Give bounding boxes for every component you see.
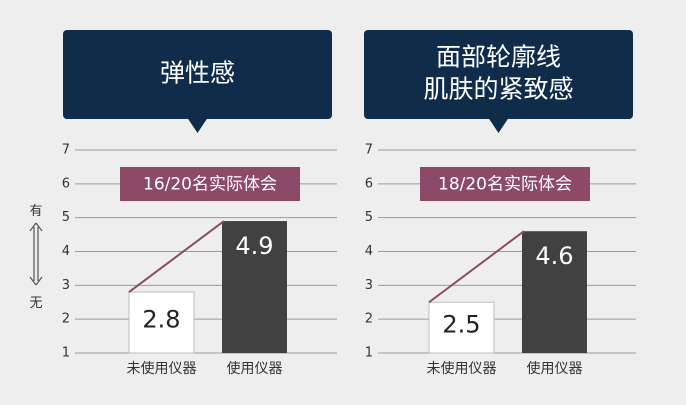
title-banner — [63, 30, 332, 119]
double-arrow-vertical-icon — [29, 222, 43, 286]
chart-panel-1: 弹性感 1 2 3 4 5 6 7 16/20名实际体会 2.8 未使用仪器 4.9 使用仪器 — [62, 30, 337, 377]
bar-value-label: 4.6 — [535, 242, 573, 270]
bar-with-device — [522, 231, 587, 353]
y-tick-label: 6 — [62, 176, 70, 191]
chart-title: 面部轮廓线肌肤的紧致感 — [423, 43, 573, 104]
y-tick-label: 5 — [365, 210, 373, 225]
y-tick-label: 2 — [365, 312, 373, 327]
title-banner-pointer — [187, 118, 208, 133]
chart-panel-2: 面部轮廓线肌肤的紧致感 1 2 3 4 5 6 7 18/20名实际体会 2.5 未使用仪器 4.6 使… — [364, 30, 636, 377]
y-tick-label: 4 — [365, 244, 373, 259]
respondents-badge — [120, 167, 300, 201]
x-category-label: 未使用仪器 — [427, 360, 497, 377]
chart-title: 弹性感 — [160, 59, 235, 88]
title-banner — [364, 30, 633, 119]
y-tick-label: 7 — [62, 143, 70, 158]
side-axis-bottom-label: 无 — [29, 296, 43, 311]
bar-without-device — [428, 301, 495, 354]
side-axis-top-label: 有 — [29, 204, 43, 219]
y-tick-label: 2 — [62, 312, 70, 327]
respondents-badge-text: 18/20名实际体会 — [438, 175, 572, 195]
y-tick-label: 1 — [62, 346, 70, 361]
y-tick-label: 1 — [365, 346, 373, 361]
bar-value-label: 2.8 — [142, 306, 180, 334]
y-tick-label: 3 — [365, 278, 373, 293]
y-tick-label: 4 — [62, 244, 70, 259]
trend-line — [128, 220, 225, 293]
respondents-badge-text: 16/20名实际体会 — [143, 175, 277, 195]
trend-line — [428, 230, 525, 304]
x-category-label: 使用仪器 — [527, 360, 583, 377]
bar-with-device — [222, 221, 287, 353]
y-tick-label: 6 — [365, 176, 373, 191]
x-category-label: 未使用仪器 — [127, 360, 197, 377]
y-tick-label: 7 — [365, 143, 373, 158]
bar-without-device — [128, 291, 195, 354]
bar-value-label: 4.9 — [235, 232, 273, 260]
title-banner-pointer — [488, 118, 509, 133]
x-category-label: 使用仪器 — [227, 360, 283, 377]
y-tick-label: 3 — [62, 278, 70, 293]
y-tick-label: 5 — [62, 210, 70, 225]
bar-value-label: 2.5 — [442, 311, 480, 339]
respondents-badge — [420, 167, 590, 201]
